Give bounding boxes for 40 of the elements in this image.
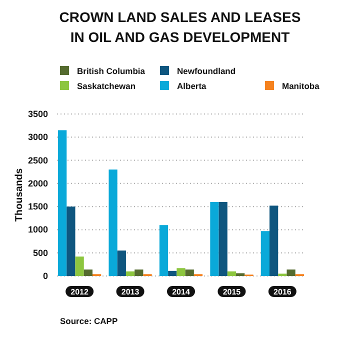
bar: [260, 231, 270, 276]
bar: [66, 206, 76, 276]
bar: [185, 270, 194, 276]
bar: [227, 271, 236, 276]
bar: [159, 225, 168, 276]
bar: [84, 270, 92, 276]
bar: [218, 202, 228, 276]
y-tick-label: 0: [42, 271, 48, 281]
bar: [286, 270, 296, 276]
bar: [270, 206, 278, 276]
x-tick-label: 2014: [172, 288, 190, 296]
y-tick-label: 2500: [28, 155, 48, 166]
x-tick-label: 2015: [222, 288, 242, 296]
y-tick-label: 1000: [28, 224, 48, 235]
y-tick-label: 500: [32, 248, 48, 258]
y-axis-title: Thousands: [14, 168, 25, 222]
legend-label: Manitoba: [282, 81, 320, 91]
bar: [210, 202, 219, 276]
legend-label: Newfoundland: [177, 66, 236, 76]
source-note: Source: CAPP: [60, 316, 118, 326]
bar: [134, 270, 144, 276]
y-tick-label: 2000: [28, 178, 48, 188]
bar: [75, 256, 84, 276]
bar: [117, 250, 126, 276]
bar: [176, 268, 186, 276]
bar: [108, 170, 118, 276]
bar: [168, 270, 177, 276]
legend-label: Alberta: [177, 81, 207, 91]
x-tick-label: 2012: [70, 288, 90, 296]
legend-label: Saskatchewan: [77, 81, 136, 91]
bar: [236, 273, 245, 276]
bar: [126, 271, 135, 276]
bar: [58, 130, 67, 276]
legend-label: British Columbia: [77, 66, 146, 76]
x-tick-label: 2016: [274, 288, 292, 296]
x-tick-label: 2013: [121, 288, 140, 296]
chart-title: CROWN LAND SALES AND LEASES IN OIL AND GAS DEVELOPMENT: [59, 9, 301, 45]
y-tick-label: 1500: [28, 202, 48, 212]
y-tick-label: 3500: [28, 109, 48, 119]
y-tick-label: 3000: [28, 132, 48, 142]
